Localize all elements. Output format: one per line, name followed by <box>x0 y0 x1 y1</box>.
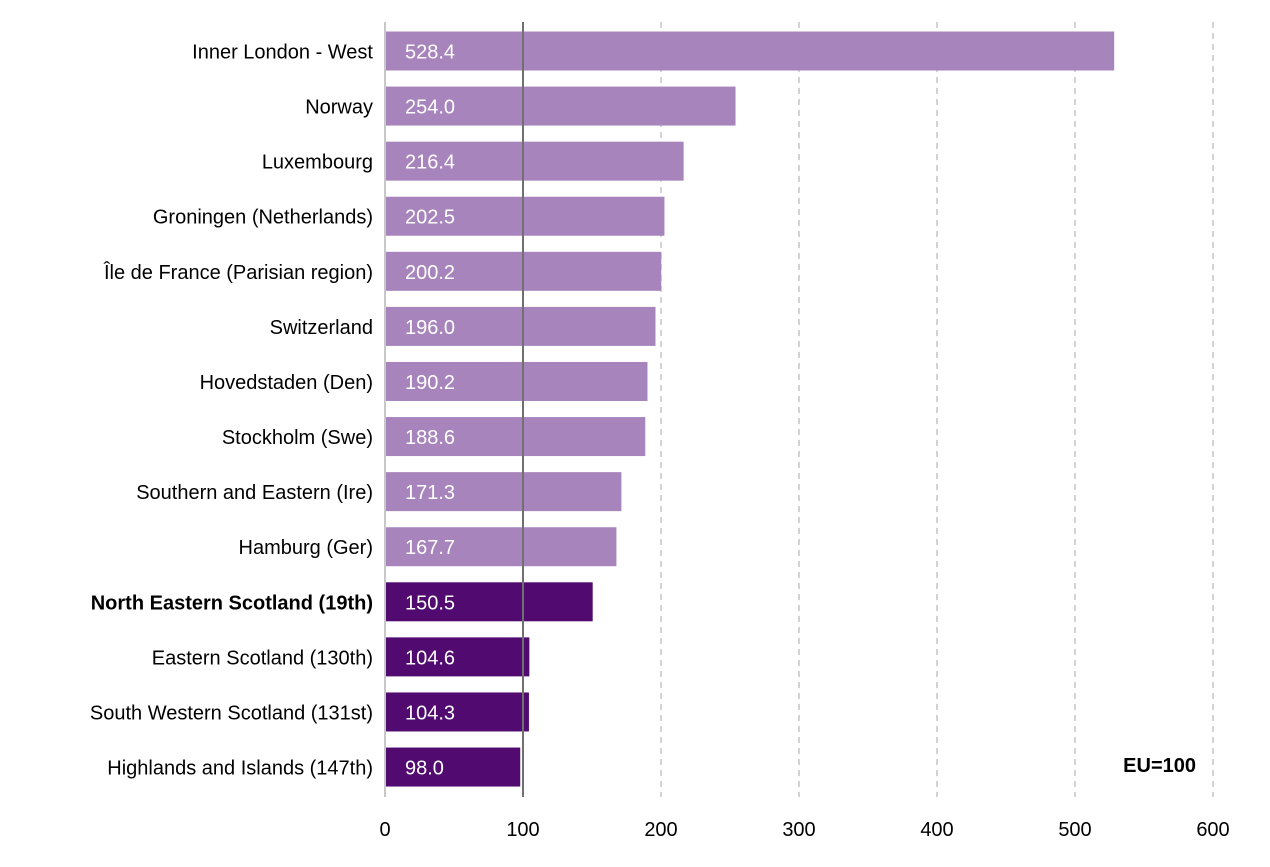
bar <box>386 527 617 567</box>
bar <box>386 582 593 622</box>
bars: 528.4 254.0 216.4 202.5 200.2 196.0 190.2 188.6… <box>386 22 1115 797</box>
x-tick-label: 200 <box>644 819 677 841</box>
eu-annotation: EU=100 <box>1123 755 1196 777</box>
bar-value-label: 150.5 <box>405 592 455 614</box>
gridlines <box>384 22 1214 797</box>
bar <box>386 472 622 512</box>
bar <box>386 141 684 181</box>
bar <box>386 361 648 401</box>
bar <box>386 31 1115 71</box>
bar-value-label: 104.3 <box>405 702 455 724</box>
category-label: Stockholm (Swe) <box>222 427 373 449</box>
category-label: Hovedstaden (Den) <box>200 372 373 394</box>
category-label: North Eastern Scotland (19th) <box>91 592 373 614</box>
bar-value-label: 202.5 <box>405 207 455 229</box>
bar <box>386 86 736 126</box>
x-tick-label: 100 <box>506 819 539 841</box>
bar-value-label: 98.0 <box>405 758 444 780</box>
category-label: Southern and Eastern (Ire) <box>136 482 373 504</box>
category-label: Highlands and Islands (147th) <box>107 758 373 780</box>
bar <box>386 747 521 787</box>
bar <box>386 196 665 236</box>
bar-value-label: 528.4 <box>405 42 455 64</box>
category-label: Inner London - West <box>192 42 373 64</box>
bar-value-label: 190.2 <box>405 372 455 394</box>
bar-value-label: 104.6 <box>405 647 455 669</box>
x-tick-labels: 0 100 200 300 400 500 600 <box>379 819 1229 841</box>
category-label: Norway <box>305 97 373 119</box>
category-label: Luxembourg <box>262 152 373 174</box>
bar-value-label: 216.4 <box>405 152 455 174</box>
bar <box>386 417 646 457</box>
bar-value-label: 200.2 <box>405 262 455 284</box>
bar <box>386 306 656 346</box>
x-tick-label: 0 <box>379 819 390 841</box>
category-label: South Western Scotland (131st) <box>90 702 373 724</box>
category-label: Île de France (Parisian region) <box>103 261 373 284</box>
category-label: Hamburg (Ger) <box>239 537 373 559</box>
category-label: Groningen (Netherlands) <box>153 207 373 229</box>
bar <box>386 692 529 732</box>
x-tick-label: 600 <box>1196 819 1229 841</box>
bar-value-label: 196.0 <box>405 317 455 339</box>
bar-value-label: 254.0 <box>405 97 455 119</box>
category-labels: Inner London - West Norway Luxembourg Groni… <box>90 42 374 780</box>
bar-value-label: 171.3 <box>405 482 455 504</box>
category-label: Eastern Scotland (130th) <box>152 647 373 669</box>
x-tick-label: 500 <box>1058 819 1091 841</box>
category-label: Switzerland <box>270 317 373 339</box>
x-tick-label: 300 <box>782 819 815 841</box>
bar-value-label: 188.6 <box>405 427 455 449</box>
bar-value-label: 167.7 <box>405 537 455 559</box>
x-tick-label: 400 <box>920 819 953 841</box>
bar <box>386 637 530 677</box>
